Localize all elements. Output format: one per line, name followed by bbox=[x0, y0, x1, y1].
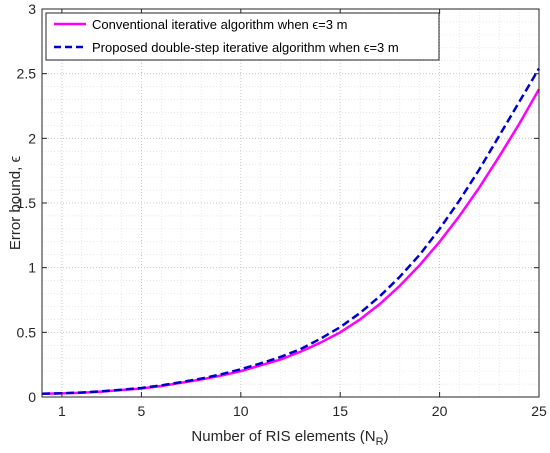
y-tick-label: 2.5 bbox=[17, 66, 37, 82]
y-tick-label: 0.5 bbox=[17, 324, 37, 340]
y-tick-label: 1 bbox=[28, 260, 36, 276]
x-tick-label: 10 bbox=[233, 403, 249, 419]
legend-box bbox=[45, 12, 440, 61]
series-line-proposed bbox=[41, 67, 541, 396]
x-tick-label: 5 bbox=[138, 403, 146, 419]
x-tick-label: 1 bbox=[58, 403, 66, 419]
y-tick-label: 3 bbox=[28, 1, 36, 17]
x-tick-label: 20 bbox=[432, 403, 448, 419]
x-tick-label: 15 bbox=[332, 403, 348, 419]
y-tick-label: 2 bbox=[28, 130, 36, 146]
legend-label-conventional: Conventional iterative algorithm when ϵ=… bbox=[92, 17, 347, 32]
x-axis-label: Number of RIS elements (NR) bbox=[191, 428, 388, 448]
series-layer bbox=[41, 67, 541, 396]
legend: Conventional iterative algorithm when ϵ=… bbox=[45, 12, 440, 61]
y-tick-label: 0 bbox=[28, 389, 36, 405]
x-tick-label: 25 bbox=[531, 403, 547, 419]
y-tick-label: 1.5 bbox=[17, 195, 37, 211]
y-axis-label: Error bound, ϵ bbox=[7, 156, 24, 251]
series-line-conventional bbox=[41, 88, 541, 396]
legend-label-proposed: Proposed double-step iterative algorithm… bbox=[92, 40, 399, 55]
